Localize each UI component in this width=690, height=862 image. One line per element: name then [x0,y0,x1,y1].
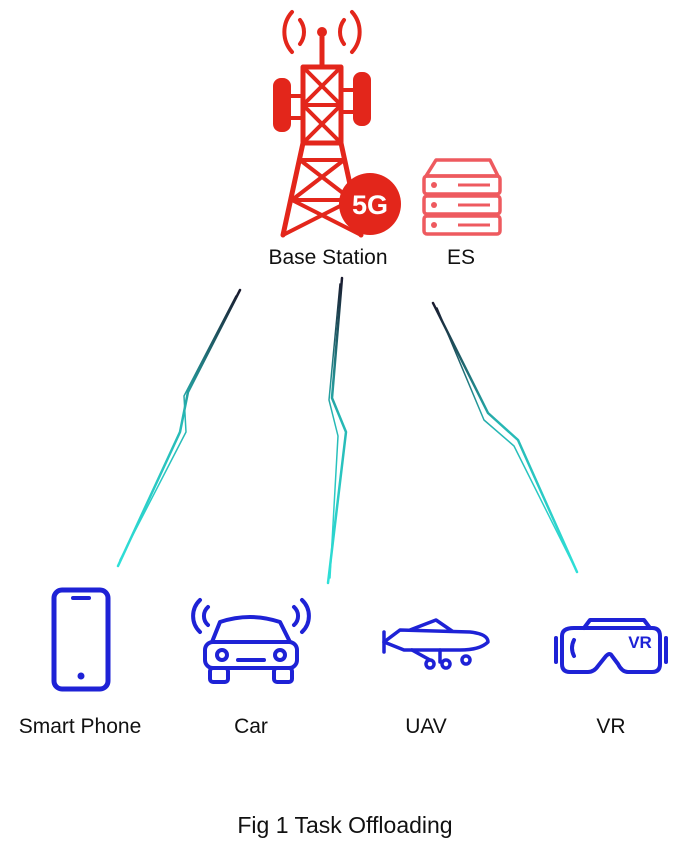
wireless-link-vr [431,301,579,574]
wireless-link-car [326,276,348,585]
base-station-label: Base Station [268,246,388,269]
figure-caption: Fig 1 Task Offloading [237,812,453,838]
vr-label: VR [596,715,626,738]
signal-waves-icon [282,10,362,54]
smartphone-icon [51,587,111,692]
drone-icon [382,618,490,670]
connected-car-icon [191,598,311,684]
vr-headset-icon [554,618,668,674]
server-icon [422,158,502,236]
wireless-link-phone [116,288,242,568]
uav-label: UAV [405,715,447,738]
smartphone-label: Smart Phone [18,715,142,738]
edge-server-label: ES [446,246,476,269]
vr-badge-label: VR [628,633,652,652]
5g-badge [339,173,401,235]
cell-tower-icon [273,10,371,238]
5g-badge-label: 5G [352,190,388,220]
car-label: Car [234,715,268,738]
